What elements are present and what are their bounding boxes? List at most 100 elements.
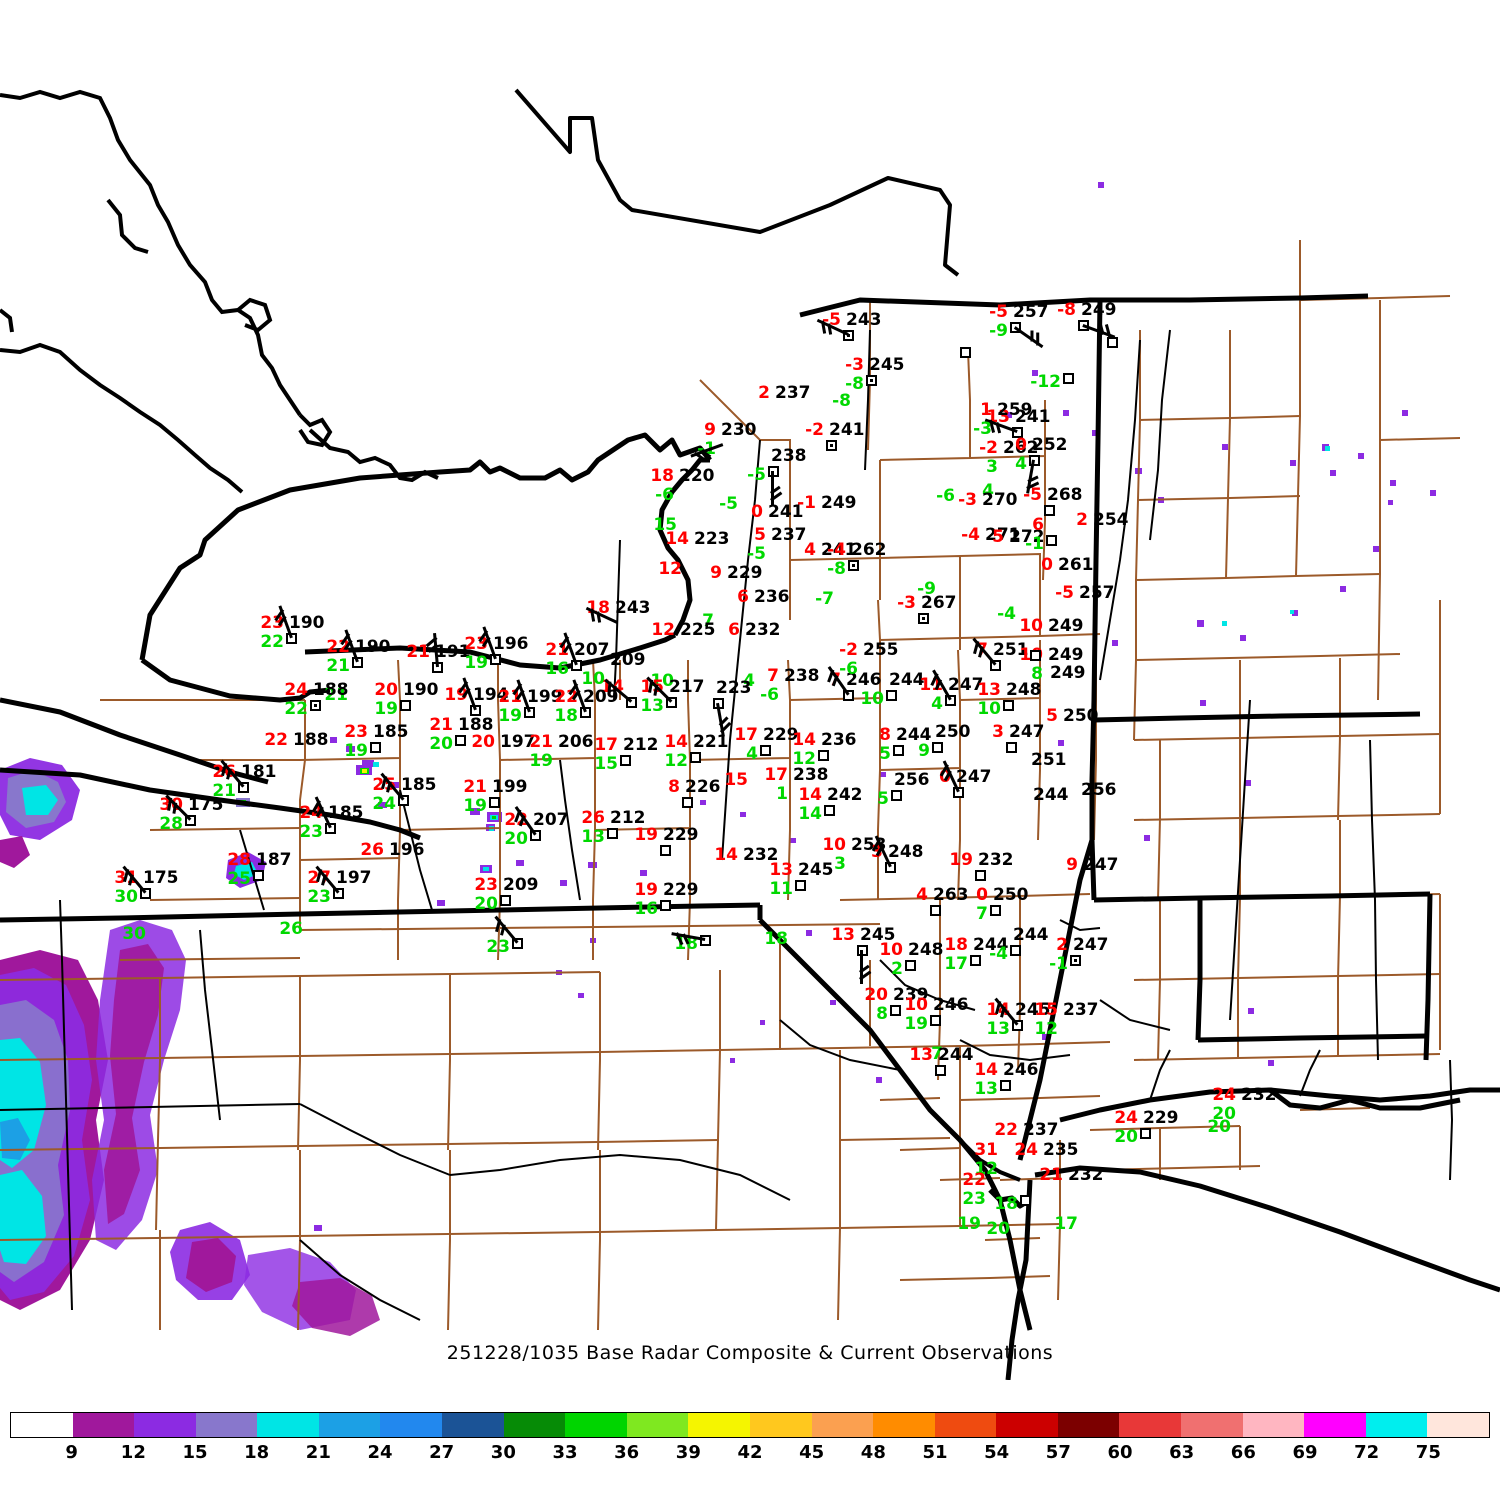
- station-dewpoint: 25: [227, 869, 251, 889]
- station-pressure: 242: [827, 785, 863, 805]
- station-symbol: [1070, 955, 1081, 966]
- coastline-georgian-bay: [0, 89, 439, 494]
- station-dewpoint: 22: [260, 632, 284, 652]
- station-temperature: 9: [710, 563, 722, 583]
- station-symbol: [1063, 373, 1074, 384]
- station-pressure: 259: [997, 400, 1033, 420]
- station-symbol: [398, 795, 409, 806]
- station-temperature: 3: [992, 722, 1004, 742]
- station-pressure: 188: [458, 715, 494, 735]
- colorbar-swatch-3: [195, 1413, 258, 1437]
- station-pressure: 209: [503, 875, 539, 895]
- station-dewpoint: -4: [997, 604, 1016, 624]
- station-pressure: 199: [527, 687, 563, 707]
- station-dewpoint: -3: [973, 419, 992, 439]
- station-pressure: 247: [1083, 855, 1119, 875]
- station-symbol: [975, 870, 986, 881]
- station-temperature: 0: [976, 885, 988, 905]
- station-dewpoint: 19: [463, 796, 487, 816]
- station-symbol: [891, 790, 902, 801]
- station-temperature: 10: [904, 995, 928, 1015]
- station-temperature: 1: [980, 400, 992, 420]
- station-temperature: -2: [979, 438, 998, 458]
- station-dewpoint: 23: [486, 937, 510, 957]
- station-symbol: [489, 797, 500, 808]
- station-temperature: 15: [724, 770, 748, 790]
- station-dewpoint: -4: [989, 944, 1008, 964]
- station-pressure: 185: [328, 803, 364, 823]
- station-symbol: [666, 697, 677, 708]
- station-symbol: [843, 330, 854, 341]
- station-dewpoint: 22: [284, 699, 308, 719]
- station-temperature: 20: [864, 985, 888, 1005]
- station-pressure: 191: [435, 642, 471, 662]
- station-pressure: 250: [935, 722, 971, 742]
- colorbar-tick-57: 57: [1045, 1442, 1071, 1463]
- station-symbol: [238, 782, 249, 793]
- station-symbol: [333, 888, 344, 899]
- station-pressure: 250: [993, 885, 1029, 905]
- colorbar-tick-75: 75: [1415, 1442, 1441, 1463]
- colorbar[interactable]: 9 12 15 18 21 24 27 30 33 36 39 42 45 48 51 54 57 60 63 66 6…: [10, 1412, 1490, 1472]
- station-temperature: 0: [751, 502, 763, 522]
- station-dewpoint: 4: [746, 744, 758, 764]
- station-symbol: [1046, 535, 1057, 546]
- station-pressure: 249: [1048, 616, 1084, 636]
- station-dewpoint: 12: [792, 749, 816, 769]
- station-pressure: 212: [623, 735, 659, 755]
- station-temperature: 7: [767, 666, 779, 686]
- station-dewpoint: 11: [769, 879, 793, 899]
- station-dewpoint: -5: [747, 465, 766, 485]
- station-dewpoint: 7: [931, 1044, 943, 1064]
- station-pressure: 229: [663, 880, 699, 900]
- station-dewpoint: 13: [986, 1019, 1010, 1039]
- observation-layer[interactable]: -5 243 -3 -8 245 -8 -5 -9 257 -12 -8 249 2 237 13 241 1-…: [0, 0, 1500, 1380]
- station-temperature: 17: [764, 765, 788, 785]
- colorbar-tick-72: 72: [1354, 1442, 1380, 1463]
- station-pressure: 232: [743, 845, 779, 865]
- station-symbol: [893, 745, 904, 756]
- station-temperature: 6: [728, 620, 740, 640]
- station-pressure: 229: [663, 825, 699, 845]
- station-pressure: 252: [1032, 435, 1068, 455]
- colorbar-tick-21: 21: [305, 1442, 331, 1463]
- station-dewpoint: 19: [464, 653, 488, 673]
- station-temperature: 2: [1076, 510, 1088, 530]
- station-temperature: 19: [949, 850, 973, 870]
- station-pressure: 181: [241, 762, 277, 782]
- station-dewpoint: 21: [326, 656, 350, 676]
- station-temperature: -8: [1057, 300, 1076, 320]
- colorbar-swatch-18: [1119, 1413, 1181, 1437]
- station-dewpoint: 10: [860, 689, 884, 709]
- station-pressure: 244: [889, 670, 925, 690]
- station-temperature: 8: [879, 725, 891, 745]
- station-dewpoint: 19: [904, 1014, 928, 1034]
- station-temperature: 5: [1046, 706, 1058, 726]
- station-pressure: 196: [493, 634, 529, 654]
- station-symbol: [660, 900, 671, 911]
- station-pressure: 249: [821, 493, 857, 513]
- colorbar-tick-27: 27: [429, 1442, 455, 1463]
- colorbar-tick-45: 45: [799, 1442, 825, 1463]
- station-dewpoint: 20: [1207, 1117, 1231, 1137]
- state-borders: [0, 88, 1500, 1380]
- colorbar-tick-9: 9: [65, 1442, 78, 1463]
- colorbar-swatch-11: [688, 1413, 750, 1437]
- station-temperature: 24: [1212, 1085, 1236, 1105]
- station-pressure: 257: [1079, 583, 1115, 603]
- station-dewpoint: 10: [977, 699, 1001, 719]
- colorbar-swatch-7: [442, 1413, 504, 1437]
- colorbar-tick-30: 30: [490, 1442, 516, 1463]
- station-dewpoint: 20: [504, 829, 528, 849]
- station-symbol: [626, 697, 637, 708]
- map-canvas[interactable]: [0, 0, 1500, 1380]
- station-symbol: [818, 750, 829, 761]
- station-dewpoint: -8: [845, 374, 864, 394]
- station-dewpoint: -6: [936, 486, 955, 506]
- station-dewpoint: 23: [962, 1189, 986, 1209]
- station-dewpoint: 8: [876, 1004, 888, 1024]
- station-dewpoint: -6: [655, 485, 674, 505]
- station-pressure: 199: [492, 777, 528, 797]
- station-temperature: 20: [471, 732, 495, 752]
- station-pressure: 185: [401, 775, 437, 795]
